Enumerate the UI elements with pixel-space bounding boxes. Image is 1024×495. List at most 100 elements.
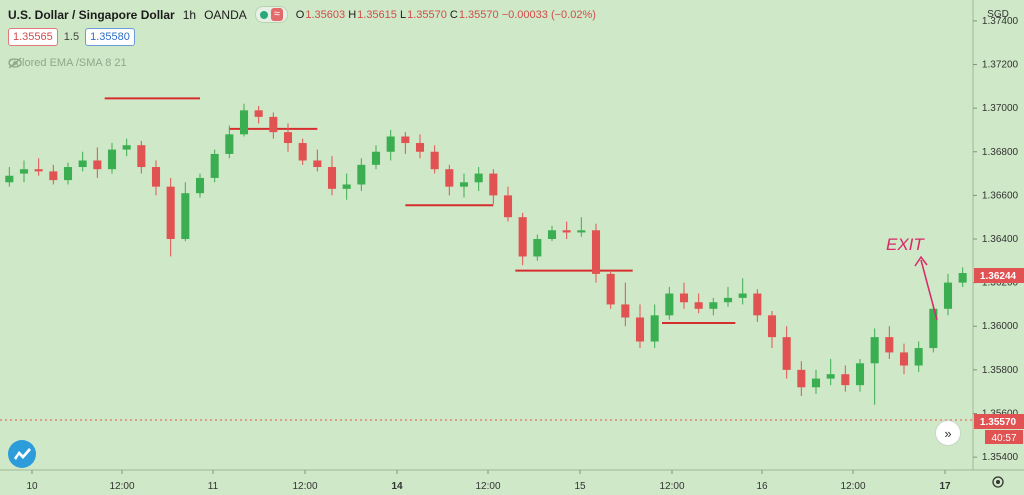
- tradingview-logo-icon[interactable]: [8, 440, 36, 468]
- candle-body: [914, 348, 923, 366]
- x-tick-label: 14: [391, 481, 403, 492]
- candle-body: [767, 315, 777, 338]
- candle-body: [93, 160, 102, 170]
- current-price-tag: 1.36244: [974, 268, 1024, 283]
- x-tick-label: 16: [756, 481, 768, 492]
- last-price-tag: 1.35570 40:57: [974, 414, 1024, 444]
- candle-body: [635, 317, 645, 342]
- bid-button[interactable]: 1.35565: [8, 28, 58, 46]
- candle-body: [63, 167, 73, 181]
- y-tick-label: 1.36800: [982, 147, 1019, 158]
- candle-body: [591, 230, 601, 274]
- candle-body: [371, 151, 381, 165]
- candle-body: [459, 182, 469, 187]
- current-price-bg: [974, 268, 1024, 283]
- candle-body: [841, 374, 850, 386]
- market-status[interactable]: ≈: [254, 6, 288, 23]
- candle-body: [137, 145, 146, 168]
- candle-body: [533, 239, 542, 257]
- candle-body: [621, 304, 630, 318]
- y-tick-label: 1.36600: [982, 190, 1019, 201]
- ohlc-low: 1.35570: [407, 8, 447, 21]
- y-tick-label: 1.35400: [982, 452, 1019, 463]
- y-tick-label: 1.37000: [982, 103, 1019, 114]
- candle-body: [753, 293, 762, 316]
- countdown-text: 40:57: [991, 433, 1016, 444]
- x-tick-label: 11: [208, 481, 219, 492]
- candle-body: [34, 169, 43, 172]
- y-tick-label: 1.37400: [982, 16, 1019, 27]
- candle-body: [181, 193, 190, 239]
- candle-body: [298, 143, 307, 161]
- candles: [5, 103, 967, 405]
- candle-body: [797, 369, 806, 388]
- candle-body: [401, 136, 410, 144]
- ohlc-close: 1.35570: [458, 8, 499, 21]
- indicator-label: Colored EMA /SMA 8 21: [8, 57, 127, 69]
- symbol-name[interactable]: U.S. Dollar / Singapore Dollar: [8, 7, 175, 22]
- y-tick-label: 1.35800: [982, 365, 1019, 376]
- candle-body: [5, 175, 14, 183]
- candle-body: [445, 169, 454, 187]
- x-tick-label: 17: [939, 481, 951, 492]
- countdown-bg: [985, 430, 1023, 444]
- candle-body: [313, 160, 322, 168]
- candle-body: [855, 363, 865, 386]
- candle-body: [738, 293, 747, 298]
- candle-body: [650, 315, 659, 342]
- y-tick-label: 1.35600: [982, 408, 1019, 419]
- candle-body: [151, 167, 161, 187]
- candle-body: [49, 171, 58, 181]
- x-axis: 10 12:00 11 12:00 14 12:00 15 12:00 16 12:00 17: [26, 470, 951, 492]
- candle-body: [665, 293, 674, 316]
- candle-body: [899, 352, 909, 366]
- candle-body: [254, 110, 263, 117]
- currency-label: SGD: [987, 9, 1009, 20]
- eye-hidden-icon[interactable]: [8, 57, 22, 69]
- bid-ask: 1.35565 1.5 1.35580: [8, 28, 135, 46]
- candle-body: [929, 308, 938, 349]
- candle-body: [386, 136, 395, 152]
- candle-body: [283, 132, 293, 144]
- ohlc-high: 1.35615: [357, 8, 397, 21]
- wave-icon: ≈: [270, 8, 283, 21]
- exit-annotation: EXIT: [886, 235, 938, 321]
- candle-body: [474, 173, 483, 183]
- candle-body: [269, 116, 278, 133]
- chart-header: U.S. Dollar / Singapore Dollar 1h OANDA …: [8, 6, 596, 23]
- x-tick-label: 12:00: [840, 481, 865, 492]
- ask-button[interactable]: 1.35580: [85, 28, 135, 46]
- y-tick-label: 1.36200: [982, 278, 1019, 289]
- ohlc-change: −0.00033 (−0.02%): [501, 8, 596, 21]
- x-tick-label: 12:00: [292, 481, 317, 492]
- indicator-legend[interactable]: Colored EMA /SMA 8 21: [8, 57, 127, 69]
- candle-body: [210, 153, 219, 178]
- candle-body: [503, 195, 513, 218]
- candle-body: [547, 230, 557, 239]
- candle-body: [78, 160, 87, 168]
- interval[interactable]: 1h: [182, 7, 197, 22]
- candle-body: [518, 217, 527, 257]
- candle-body: [577, 230, 586, 233]
- data-source: OANDA: [204, 7, 247, 22]
- candle-body: [357, 164, 366, 185]
- candle-body: [430, 151, 439, 170]
- candle-body: [19, 169, 29, 174]
- x-tick-label: 10: [26, 481, 38, 492]
- candle-body: [811, 378, 821, 388]
- candle-body: [489, 173, 498, 196]
- exit-text: EXIT: [886, 235, 925, 254]
- status-dot-icon: [259, 10, 268, 19]
- scroll-forward-button[interactable]: »: [935, 420, 961, 446]
- ohlc-open: 1.35603: [305, 8, 346, 21]
- exit-arrow-head: [914, 255, 928, 267]
- last-price-bg: [974, 414, 1024, 429]
- current-price-text: 1.36244: [980, 271, 1017, 282]
- x-tick-label: 15: [574, 481, 586, 492]
- candle-body: [723, 297, 733, 303]
- x-tick-label: 12:00: [109, 481, 134, 492]
- settings-icon[interactable]: [992, 476, 1004, 488]
- candle-body: [870, 337, 879, 364]
